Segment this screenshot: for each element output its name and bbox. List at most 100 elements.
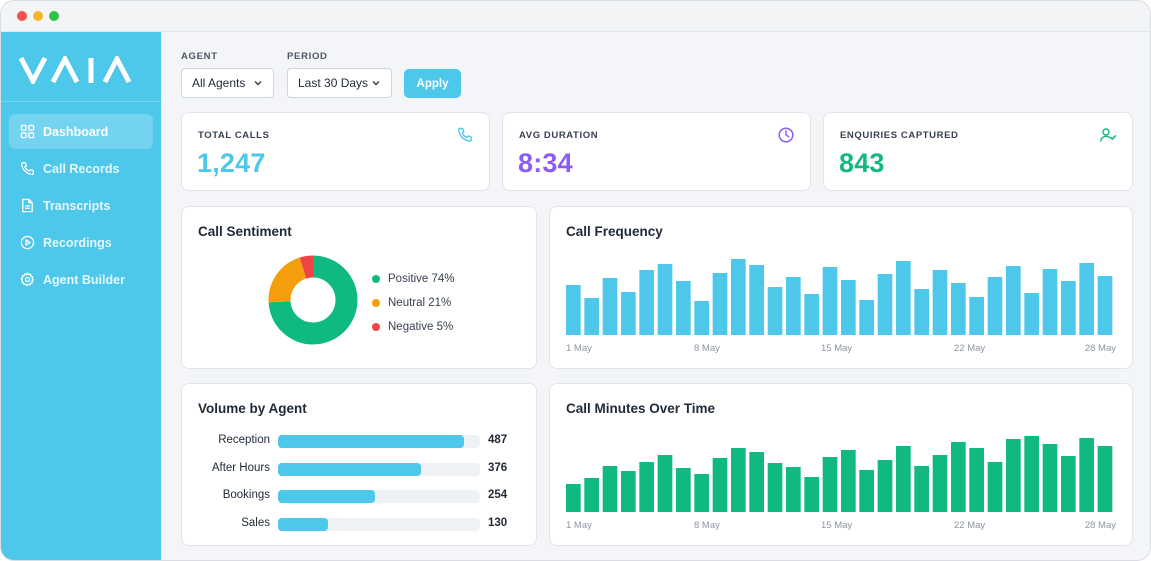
x-tick-label: 8 May — [694, 343, 720, 354]
sidebar-item-transcripts[interactable]: Transcripts — [9, 188, 153, 223]
bar — [822, 267, 838, 335]
title-bar — [1, 1, 1150, 32]
agent-row-after-hours: After Hours 376 — [182, 460, 536, 480]
bar — [639, 270, 654, 335]
bar — [932, 270, 948, 335]
x-tick-label: 15 May — [821, 343, 853, 354]
bar — [951, 283, 966, 335]
vaia-logo-mark — [18, 53, 132, 87]
legend-item-negative: Negative 5% — [372, 315, 454, 339]
stat-card-total-calls: TOTAL CALLS 1,247 — [181, 112, 490, 191]
legend-label: Neutral 21% — [388, 297, 452, 309]
bar — [731, 259, 746, 335]
bar — [602, 466, 618, 512]
bar — [1024, 293, 1039, 335]
sidebar-item-label: Recordings — [43, 235, 112, 250]
agent-bar-fill — [278, 463, 422, 476]
volume-by-agent-card: Volume by Agent Reception 487 After Hour… — [181, 383, 537, 546]
bar — [877, 274, 893, 335]
agent-select[interactable]: All Agents — [181, 68, 274, 98]
sidebar-item-label: Dashboard — [43, 124, 109, 139]
x-tick-label: 22 May — [954, 520, 986, 531]
legend-item-positive: Positive 74% — [372, 267, 454, 291]
agent-label: Reception — [218, 434, 270, 446]
agent-bar-fill — [278, 490, 375, 503]
x-tick-label: 1 May — [566, 520, 592, 531]
sidebar-item-label: Agent Builder — [43, 272, 125, 287]
agent-bar-track — [278, 435, 480, 448]
period-filter-label: PERIOD — [287, 51, 328, 62]
agent-bar-track — [278, 518, 480, 531]
agent-label: Bookings — [222, 489, 270, 501]
close-window-button[interactable] — [17, 11, 27, 21]
sentiment-card: Call Sentiment Positive 74% Neutral 21% … — [181, 206, 537, 369]
agent-value: 487 — [488, 434, 508, 446]
vaia-logo[interactable] — [18, 53, 135, 89]
agent-row-bookings: Bookings 254 — [182, 487, 536, 507]
bar — [987, 462, 1003, 512]
agent-filter-label: AGENT — [181, 51, 218, 62]
call-minutes-bar-chart — [566, 436, 1113, 512]
sidebar-item-call-records[interactable]: Call Records — [9, 151, 153, 186]
period-select-value: Last 30 Days — [298, 76, 369, 90]
bar — [712, 273, 728, 335]
agent-row-sales: Sales 130 — [182, 515, 536, 535]
maximize-window-button[interactable] — [49, 11, 59, 21]
apply-button[interactable]: Apply — [404, 69, 461, 98]
bar — [896, 446, 911, 512]
bar — [1079, 438, 1094, 512]
bar — [566, 285, 581, 335]
legend-swatch — [372, 323, 380, 331]
minimize-window-button[interactable] — [33, 11, 43, 21]
bar — [914, 466, 929, 512]
bar — [639, 462, 654, 512]
bar — [987, 277, 1003, 335]
stat-title: AVG DURATION — [519, 130, 599, 141]
call-frequency-bar-chart — [566, 259, 1113, 335]
bar — [1042, 444, 1058, 512]
panel-title: Call Sentiment — [198, 224, 292, 239]
user-check-icon — [1100, 128, 1117, 142]
donut-slice-neutral — [268, 255, 358, 345]
bar — [969, 297, 984, 335]
bar — [951, 442, 966, 512]
bar — [621, 471, 636, 512]
bar — [804, 294, 819, 335]
bar — [932, 455, 948, 512]
grid-icon — [19, 124, 35, 140]
x-tick-label: 22 May — [954, 343, 986, 354]
bar — [584, 478, 599, 512]
sentiment-donut-chart — [268, 255, 358, 345]
bar — [657, 264, 673, 335]
agent-row-reception: Reception 487 — [182, 432, 536, 452]
call-frequency-card: Call Frequency 1 May 8 May 15 May 22 May… — [549, 206, 1133, 369]
sentiment-legend: Positive 74% Neutral 21% Negative 5% — [372, 267, 454, 339]
call-minutes-x-axis: 1 May 8 May 15 May 22 May 28 May — [566, 520, 1116, 534]
legend-swatch — [372, 275, 380, 283]
sidebar-item-dashboard[interactable]: Dashboard — [9, 114, 153, 149]
x-tick-label: 15 May — [821, 520, 853, 531]
bar — [749, 265, 764, 335]
bar — [859, 470, 874, 512]
bar — [767, 463, 783, 512]
bar — [1061, 281, 1076, 335]
stat-title: TOTAL CALLS — [198, 130, 270, 141]
bar — [1042, 269, 1058, 335]
bar — [602, 278, 618, 335]
legend-swatch — [372, 299, 380, 307]
bar — [822, 457, 838, 512]
agent-bar-track — [278, 463, 480, 476]
stat-value: 8:34 — [518, 148, 573, 178]
phone-icon — [457, 127, 472, 142]
panel-title: Call Frequency — [566, 224, 663, 239]
x-tick-label: 1 May — [566, 343, 592, 354]
sidebar-item-recordings[interactable]: Recordings — [9, 225, 153, 260]
sidebar-nav: Dashboard Call Records Transcripts Recor… — [9, 114, 153, 299]
document-icon — [19, 198, 35, 214]
period-select[interactable]: Last 30 Days — [287, 68, 392, 98]
sidebar-item-agent-builder[interactable]: Agent Builder — [9, 262, 153, 297]
bar — [1061, 456, 1076, 512]
agent-bar-fill — [278, 435, 464, 448]
stat-value: 1,247 — [197, 148, 266, 178]
